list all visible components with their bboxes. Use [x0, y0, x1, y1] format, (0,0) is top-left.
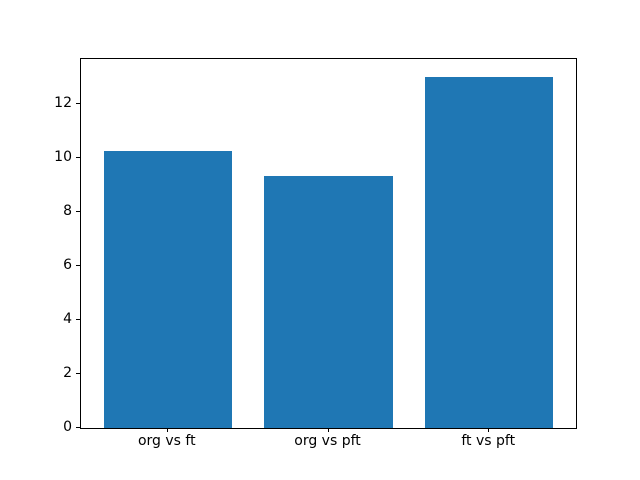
x-tick-mark: [488, 428, 490, 432]
y-tick-mark: [76, 318, 80, 320]
y-tick-label: 10: [54, 148, 72, 165]
y-tick-mark: [76, 427, 80, 428]
x-tick-mark: [166, 428, 168, 432]
x-tick-label: org vs ft: [137, 433, 196, 449]
y-tick-label: 2: [63, 364, 72, 381]
y-tick-mark: [76, 372, 80, 374]
y-tick-label: 8: [63, 202, 72, 219]
plot-area: [80, 58, 577, 429]
x-tick-label: org vs pft: [294, 433, 361, 449]
y-tick-mark: [76, 102, 80, 104]
x-tick-label: ft vs pft: [461, 433, 516, 449]
y-tick-mark: [76, 264, 80, 266]
y-tick-mark: [76, 210, 80, 212]
bar-org-vs-pft: [264, 175, 393, 428]
y-tick-mark: [76, 156, 80, 158]
y-tick-label: 4: [63, 310, 72, 327]
y-tick-label: 0: [63, 419, 72, 435]
bar-org-vs-ft: [103, 150, 233, 428]
bar-ft-vs-pft: [424, 76, 554, 428]
x-tick-mark: [327, 428, 329, 432]
y-tick-label: 12: [54, 94, 72, 111]
y-tick-label: 6: [63, 256, 72, 273]
